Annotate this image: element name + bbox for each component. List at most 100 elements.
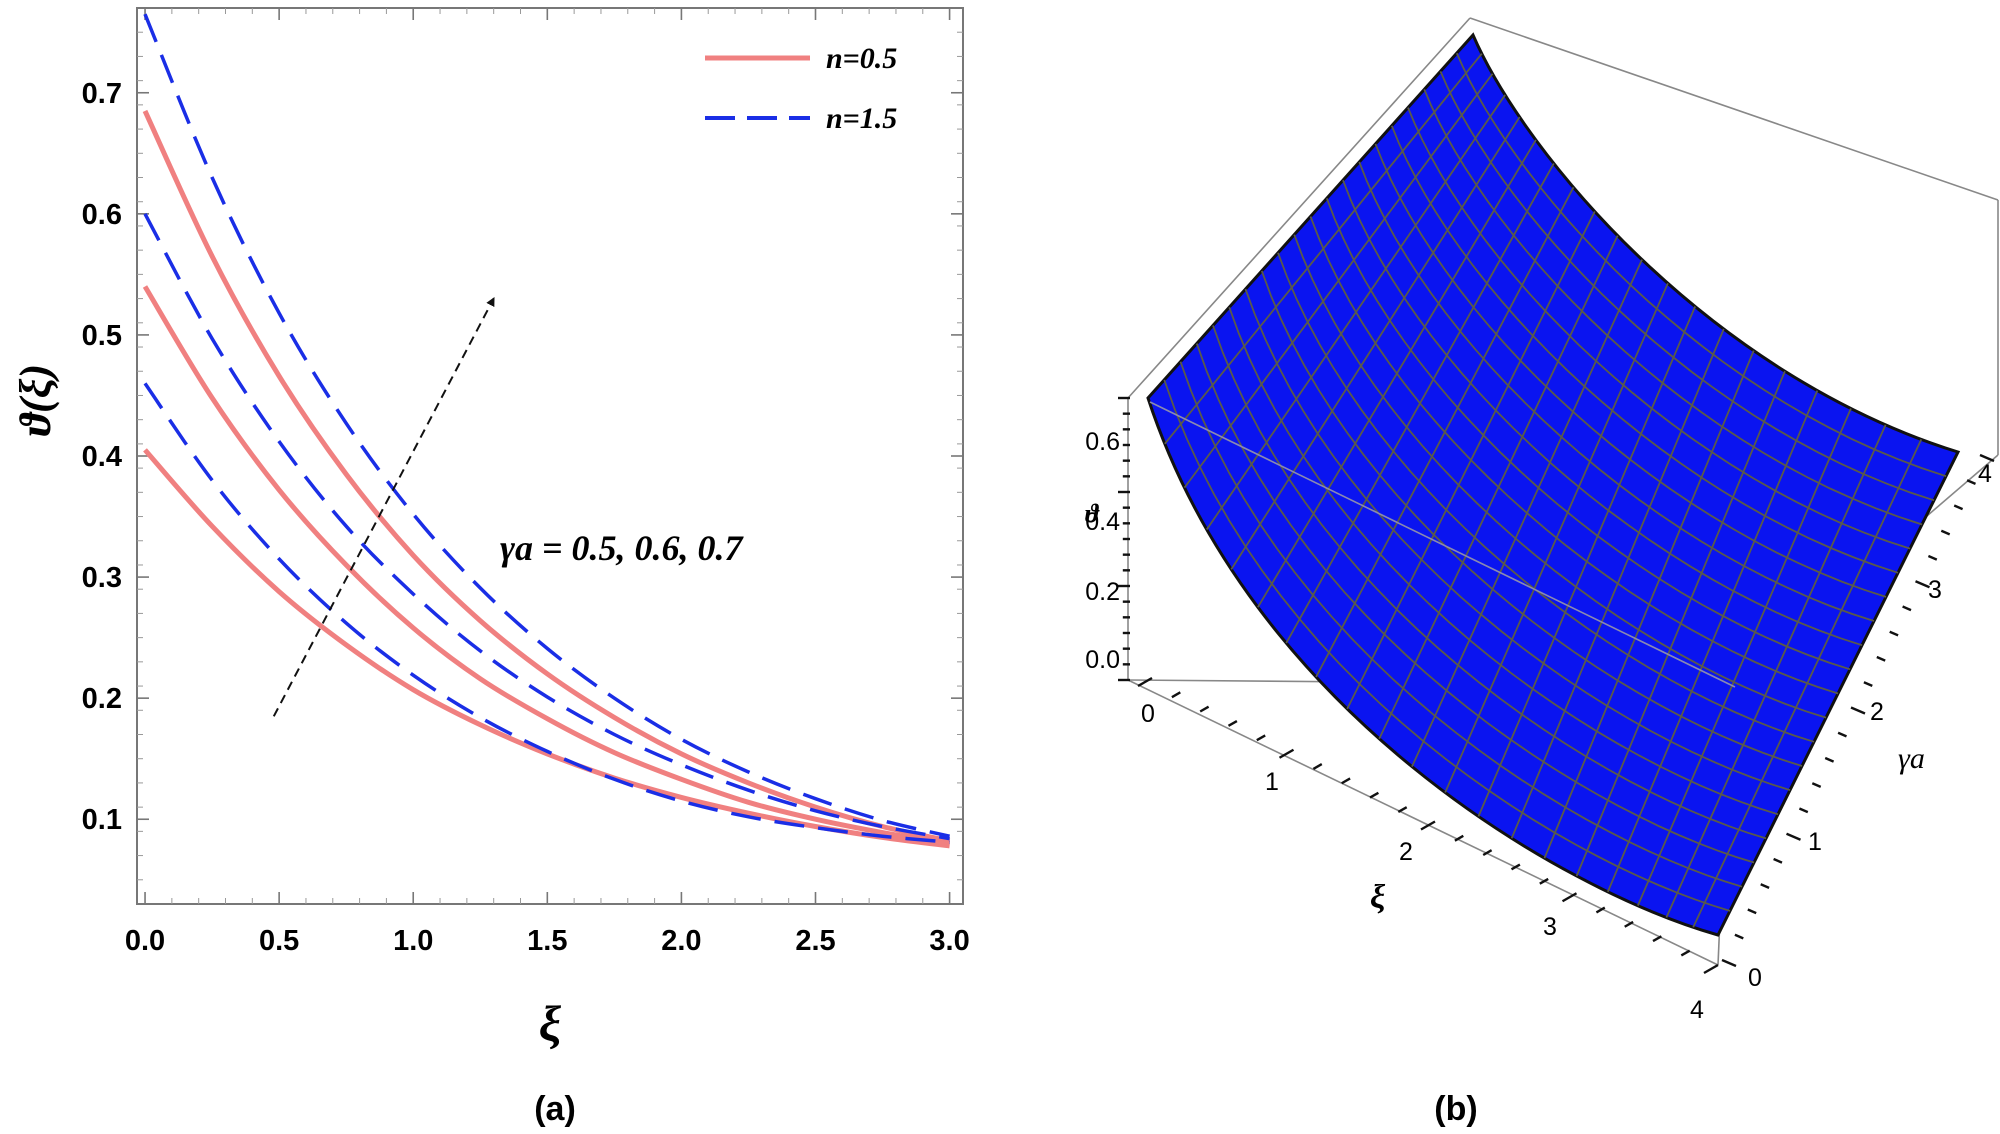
axis-ticks (137, 8, 963, 904)
mesh-line-gamma (1439, 70, 1935, 502)
gamma-axis-tick (1876, 655, 1886, 662)
gamma-tick-label: 4 (1978, 460, 1992, 488)
xi-axis-tick (1199, 705, 1210, 713)
xi-tick-label: 0 (1141, 700, 1155, 728)
mesh-line-gamma (1342, 179, 1863, 647)
mesh-line-gamma (1212, 325, 1767, 840)
y-tick-label: 0.1 (82, 804, 122, 836)
y-tick-label: 0.4 (82, 441, 122, 473)
xi-axis-tick (1510, 863, 1521, 871)
gamma-axis-tick (1773, 857, 1783, 864)
series-line-solid-gamma-05 (143, 448, 950, 849)
xi-axis-tick (1652, 935, 1662, 943)
gamma-tick-label: 1 (1808, 828, 1822, 856)
xi-tick-label: 4 (1690, 996, 1704, 1024)
series-line-solid-gamma-07 (142, 109, 951, 844)
panel-label-a: (a) (534, 1090, 576, 1128)
gamma-axis-tick (1902, 605, 1912, 612)
xi-axis-tick (1680, 949, 1691, 957)
xi-tick-labels: 0 1 2 3 4 (1141, 700, 1704, 1024)
gamma-axis-tick (1889, 630, 1899, 637)
y-tick-label: 0.6 (82, 199, 122, 231)
line-chart-panel-a: 0.0 0.5 1.0 1.5 2.0 2.5 3.0 0.1 0.2 0.3 0.4 0.5 0.6… (11, 7, 970, 1128)
x-tick-label: 3.0 (929, 925, 969, 957)
xi-axis-tick (1703, 963, 1719, 975)
surface-plot-panel-b: 0.6 0.4 0.2 0.0 ϑ 0 1 2 3 4 ξ 0 1 2 3 4 … (1085, 17, 1999, 1128)
xi-axis-tick (1341, 777, 1351, 785)
x-tick-label: 2.0 (661, 925, 701, 957)
gamma-tick-label: 3 (1928, 576, 1942, 604)
mesh-line-gamma (1195, 343, 1755, 864)
z-tick-label: 0.0 (1085, 646, 1120, 674)
y-tick-label: 0.2 (82, 683, 122, 715)
gamma-axis-tick (1824, 756, 1835, 763)
xi-tick-label: 3 (1543, 913, 1557, 941)
gamma-tick-labels: 0 1 2 3 4 (1748, 460, 1992, 992)
xi-axis-tick (1256, 734, 1266, 742)
xi-axis-tick (1137, 676, 1153, 688)
gamma-axis-tick (1798, 807, 1809, 814)
gamma-axis-tick (1721, 958, 1737, 968)
xi-axis-label: ξ (1370, 879, 1386, 916)
z-tick-label: 0.2 (1085, 578, 1120, 606)
gamma-axis-tick (1863, 681, 1873, 687)
gamma-axis-tick (1979, 453, 1995, 463)
x-tick-label: 1.0 (393, 925, 433, 957)
mesh-line-gamma (1390, 125, 1899, 574)
xi-axis-tick (1539, 877, 1549, 885)
xi-axis-tick (1312, 763, 1323, 770)
mesh-line-gamma (1358, 161, 1875, 622)
surface-axis-ticks (1118, 396, 1995, 975)
gamma-tick-label: 0 (1748, 964, 1762, 992)
xi-axis-tick (1561, 892, 1578, 903)
series-line-dashed-gamma-06 (143, 212, 950, 841)
xi-axis-tick (1482, 849, 1493, 857)
mesh-line-gamma (1309, 216, 1839, 695)
trend-arrow (272, 297, 495, 717)
gamma-axis-tick (1837, 731, 1847, 738)
x-tick-labels: 0.0 0.5 1.0 1.5 2.0 2.5 3.0 (125, 925, 970, 957)
gamma-axis-tick (1927, 554, 1938, 561)
mesh-line-gamma (1407, 107, 1911, 550)
inner-edge (1149, 401, 1736, 688)
legend-label-n15: n=1.5 (826, 102, 897, 135)
panel-label-b: (b) (1434, 1090, 1477, 1128)
gamma-axis-tick (1953, 504, 1964, 511)
gamma-axis-tick (1940, 529, 1951, 536)
gamma-axis-tick (1811, 782, 1822, 788)
xi-axis-tick (1397, 806, 1408, 813)
legend: n=0.5 n=1.5 (705, 42, 897, 135)
x-tick-label: 0.5 (259, 925, 299, 957)
xi-axis-tick (1420, 820, 1436, 831)
xi-tick-label: 1 (1265, 768, 1279, 796)
xi-axis-tick (1595, 906, 1606, 914)
gamma-axis-label: γa (1898, 742, 1925, 775)
curves (142, 13, 951, 849)
gamma-tick-label: 2 (1870, 698, 1884, 726)
legend-label-n05: n=0.5 (826, 42, 897, 75)
mesh-line-gamma (1163, 379, 1731, 912)
z-tick-labels: 0.6 0.4 0.2 0.0 (1085, 428, 1120, 674)
series-line-solid-gamma-06 (142, 285, 951, 846)
x-tick-label: 0.0 (125, 925, 165, 957)
gamma-axis-tick (1760, 883, 1770, 889)
plot-frame (136, 7, 964, 905)
z-tick-label: 0.6 (1085, 428, 1120, 456)
xi-axis-tick (1227, 720, 1238, 727)
gamma-axis-tick (1786, 832, 1801, 841)
gamma-axis-tick (1850, 706, 1866, 715)
xi-axis-tick (1278, 748, 1295, 759)
surface-mesh (1163, 52, 1947, 928)
y-tick-label: 0.7 (82, 78, 122, 110)
series-line-dashed-gamma-07 (143, 13, 950, 838)
gamma-axis-tick (1734, 933, 1744, 940)
xi-axis-tick (1369, 791, 1379, 799)
mesh-line-gamma (1244, 288, 1791, 791)
mesh-line-gamma (1293, 234, 1827, 719)
surface (1146, 32, 1961, 937)
y-tick-labels: 0.1 0.2 0.3 0.4 0.5 0.6 0.7 (82, 78, 122, 836)
mesh-line-gamma (1325, 197, 1851, 671)
mesh-line-gamma (1228, 306, 1779, 816)
gamma-axis-tick (1966, 479, 1976, 485)
mesh-line-gamma (1179, 361, 1743, 888)
